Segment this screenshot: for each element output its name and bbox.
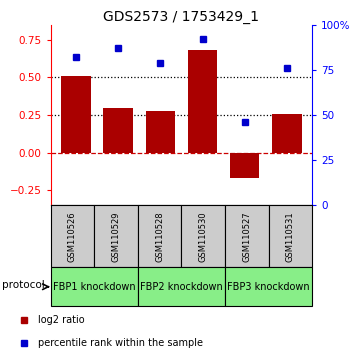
Bar: [103, 108, 133, 153]
Text: GSM110527: GSM110527: [242, 211, 251, 262]
Bar: [269, 205, 312, 267]
Bar: [138, 267, 225, 306]
Text: GSM110529: GSM110529: [112, 211, 121, 262]
Bar: [272, 114, 302, 153]
Title: GDS2573 / 1753429_1: GDS2573 / 1753429_1: [103, 10, 260, 24]
Bar: [225, 267, 312, 306]
Text: log2 ratio: log2 ratio: [38, 315, 84, 325]
Text: protocol: protocol: [2, 280, 44, 290]
Text: GSM110528: GSM110528: [155, 211, 164, 262]
Bar: [181, 205, 225, 267]
Text: FBP2 knockdown: FBP2 knockdown: [140, 282, 223, 292]
Bar: [138, 205, 181, 267]
Text: FBP3 knockdown: FBP3 knockdown: [227, 282, 310, 292]
Text: GSM110526: GSM110526: [68, 211, 77, 262]
Bar: [51, 267, 138, 306]
Bar: [94, 205, 138, 267]
Bar: [188, 50, 217, 153]
Text: GSM110530: GSM110530: [199, 211, 208, 262]
Bar: [225, 205, 269, 267]
Bar: [51, 205, 94, 267]
Text: percentile rank within the sample: percentile rank within the sample: [38, 338, 203, 348]
Text: GSM110531: GSM110531: [286, 211, 295, 262]
Bar: [145, 110, 175, 153]
Bar: [61, 76, 91, 153]
Bar: [230, 153, 260, 178]
Text: FBP1 knockdown: FBP1 knockdown: [53, 282, 135, 292]
